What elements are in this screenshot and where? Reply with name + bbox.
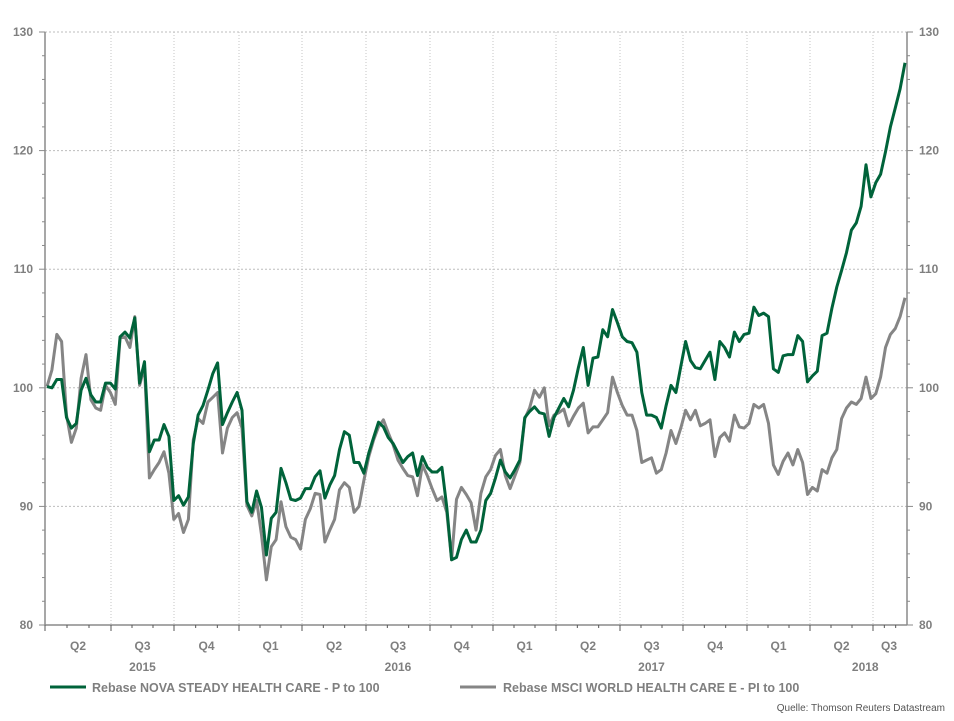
y-tick-label-right: 120 [919,144,939,158]
x-quarter-label: Q2 [326,639,342,653]
y-tick-label-right: 80 [919,618,933,632]
y-tick-label-left: 90 [20,499,34,513]
legend-label-msci: Rebase MSCI WORLD HEALTH CARE E - PI to … [503,681,799,695]
y-tick-label-left: 120 [13,144,33,158]
x-quarter-label: Q1 [770,639,786,653]
x-year-label: 2017 [638,660,665,674]
x-quarter-label: Q2 [580,639,596,653]
series-lines [45,62,907,582]
x-quarter-label: Q2 [833,639,849,653]
y-tick-label-left: 130 [13,25,33,39]
y-tick-label-right: 100 [919,381,939,395]
x-quarter-label: Q3 [134,639,150,653]
x-quarter-label: Q1 [516,639,532,653]
x-quarter-label: Q3 [643,639,659,653]
y-tick-label-right: 90 [919,499,933,513]
x-quarter-label: Q2 [70,639,86,653]
y-tick-label-right: 110 [919,262,939,276]
y-tick-label-right: 130 [919,25,939,39]
x-year-label: 2015 [129,660,156,674]
legend-label-nova: Rebase NOVA STEADY HEALTH CARE - P to 10… [92,681,380,695]
x-quarter-label: Q3 [390,639,406,653]
y-tick-label-left: 100 [13,381,33,395]
y-tick-label-left: 80 [20,618,34,632]
legend: Rebase NOVA STEADY HEALTH CARE - P to 10… [50,681,799,695]
x-quarter-label: Q4 [707,639,723,653]
x-quarter-label: Q4 [453,639,469,653]
source-note: Quelle: Thomson Reuters Datastream [777,703,945,714]
x-year-label: 2016 [385,660,412,674]
series-line-nova-steady [46,62,907,562]
axis-labels: 80 80 90 90 100 100 110 110 120 120 130 130 Q2 Q3 Q4 Q1… [13,25,939,674]
x-quarter-label: Q4 [198,639,214,653]
y-tick-label-left: 110 [14,262,34,276]
x-year-label: 2018 [852,660,879,674]
x-quarter-label: Q1 [262,639,278,653]
x-quarter-label: Q3 [881,639,897,653]
axes [39,31,913,631]
series-line-msci-world [45,297,907,582]
gridlines [45,31,907,625]
